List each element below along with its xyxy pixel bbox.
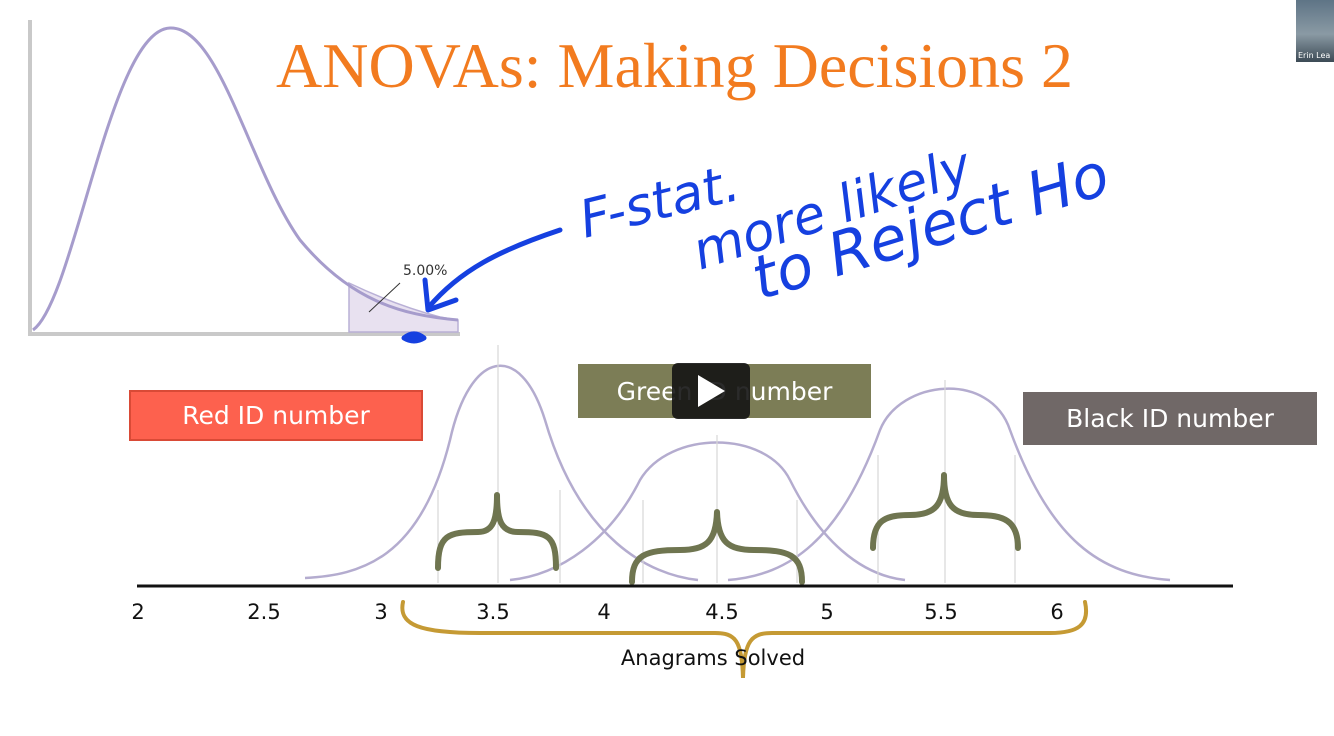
annotation-dot	[401, 331, 427, 344]
annotation-arrow	[425, 227, 563, 311]
axis-tick: 5.5	[924, 600, 958, 624]
green-group-brace	[629, 509, 805, 585]
webcam-participant-name: Erin Lea	[1298, 51, 1331, 60]
axis-tick: 3.5	[476, 600, 510, 624]
percent-leader-line	[368, 282, 401, 313]
play-icon	[698, 375, 725, 407]
axis-tick: 2.5	[247, 600, 281, 624]
axis-tick: 2	[131, 600, 145, 624]
handwritten-annotation: F-stat. more likely to Reject Ho	[401, 136, 1117, 344]
axis-tick: 3	[374, 600, 388, 624]
black-id-label: Black ID number	[1023, 392, 1317, 445]
green-group-curve	[509, 441, 906, 582]
black-group-brace	[870, 472, 1021, 551]
axis-tick: 4	[597, 600, 611, 624]
tail-percent-label: 5.00%	[403, 263, 448, 279]
axis-tick: 4.5	[705, 600, 739, 624]
axis-tick: 6	[1050, 600, 1064, 624]
f-distribution-curve	[32, 26, 459, 332]
grand-brace	[400, 600, 1089, 679]
annotation-arrowhead	[422, 277, 459, 313]
f-distribution-chart	[28, 20, 460, 336]
webcam-thumbnail[interactable]: Erin Lea	[1296, 0, 1334, 62]
x-axis-title: Anagrams Solved	[620, 646, 806, 670]
red-group-curve	[304, 364, 699, 582]
red-id-label: Red ID number	[129, 390, 423, 441]
red-group-brace	[435, 492, 559, 571]
rejection-region-fill	[348, 281, 459, 333]
video-play-button[interactable]	[672, 363, 750, 419]
slide-title: ANOVAs: Making Decisions 2	[276, 30, 1074, 101]
axis-tick: 5	[820, 600, 834, 624]
